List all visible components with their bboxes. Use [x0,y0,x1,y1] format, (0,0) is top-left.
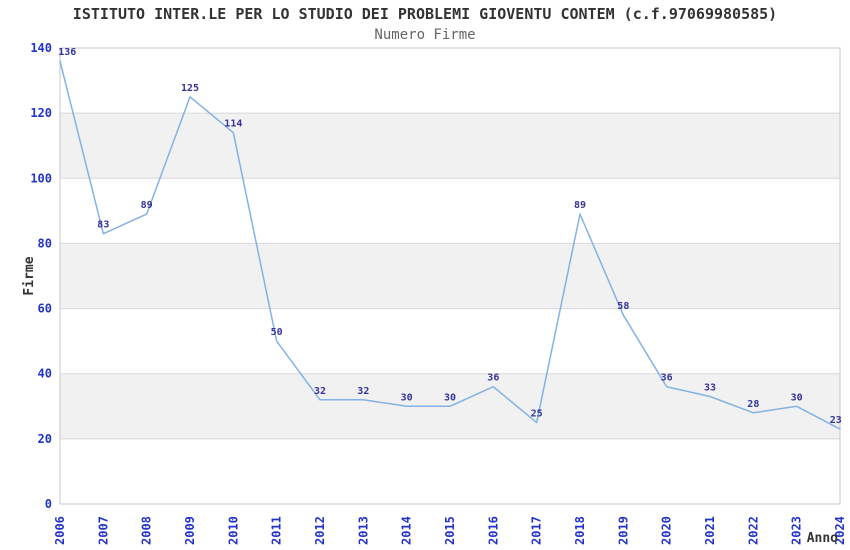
y-tick-label: 60 [38,302,52,316]
data-point-label: 25 [531,409,543,420]
y-tick-label: 100 [30,171,52,185]
x-tick-label: 2017 [530,516,544,545]
x-tick-label: 2009 [183,516,197,545]
y-tick-label: 80 [38,236,52,250]
data-point-label: 30 [444,392,456,403]
chart-title: ISTITUTO INTER.LE PER LO STUDIO DEI PROB… [72,5,778,23]
data-point-label: 89 [141,200,153,211]
data-line [59,60,841,430]
data-point-label: 23 [830,415,842,426]
data-point-label: 114 [224,119,242,130]
data-point-label: 83 [97,220,109,231]
data-point-label: 58 [617,301,629,312]
x-tick-label: 2022 [746,516,760,545]
data-point-label: 32 [314,386,326,397]
x-tick-label: 2018 [573,516,587,545]
y-tick-label: 40 [38,367,52,381]
data-point-label: 33 [704,383,716,394]
y-tick-label: 140 [30,41,52,55]
x-tick-label: 2006 [53,516,67,545]
data-point-label: 30 [401,392,413,403]
x-tick-label: 2016 [486,516,500,545]
data-point-label: 50 [271,327,283,338]
data-point-label: 125 [181,83,199,94]
plot-band [60,113,840,179]
x-tick-label: 2012 [313,516,327,545]
x-tick-label: 2013 [356,516,370,545]
chart-subtitle: Numero Firme [374,27,476,43]
x-axis-title: Anno [807,531,838,546]
x-tick-label: 2024 [833,516,847,545]
plot-border [59,47,841,505]
x-tick-label: 2011 [270,516,284,545]
data-point-label: 89 [574,200,586,211]
x-tick-label: 2010 [226,516,240,545]
x-tick-label: 2014 [400,516,414,545]
data-point-label: 136 [58,47,76,58]
data-point-label: 30 [791,392,803,403]
data-point-label: 36 [487,373,499,384]
x-tick-label: 2008 [140,516,154,545]
plot-band [60,243,840,309]
x-tick-label: 2007 [96,516,110,545]
data-point-label: 28 [747,399,759,410]
data-point-label: 32 [357,386,369,397]
y-tick-label: 120 [30,106,52,120]
y-tick-label: 0 [45,497,52,511]
x-tick-label: 2015 [443,516,457,545]
y-tick-label: 20 [38,432,52,446]
y-axis-title: Firme [22,256,37,295]
x-tick-label: 2023 [790,516,804,545]
data-point-label: 36 [661,373,673,384]
x-tick-label: 2020 [660,516,674,545]
x-tick-label: 2021 [703,516,717,545]
x-tick-label: 2019 [616,516,630,545]
